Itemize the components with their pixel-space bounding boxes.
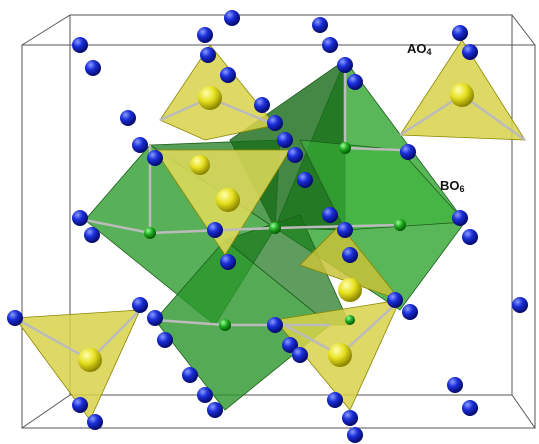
label-subscript: 4 (427, 47, 432, 57)
b-cations (144, 142, 406, 331)
a-cations (78, 83, 474, 372)
octahedra (84, 59, 466, 411)
label-base: AO (407, 41, 427, 56)
ao4-label: AO4 (407, 41, 432, 57)
bo6-label: BO6 (440, 178, 465, 194)
oxygen-atoms (7, 10, 528, 443)
unit-cell (21, 14, 536, 429)
label-subscript: 6 (460, 184, 465, 194)
label-base: BO (440, 178, 460, 193)
